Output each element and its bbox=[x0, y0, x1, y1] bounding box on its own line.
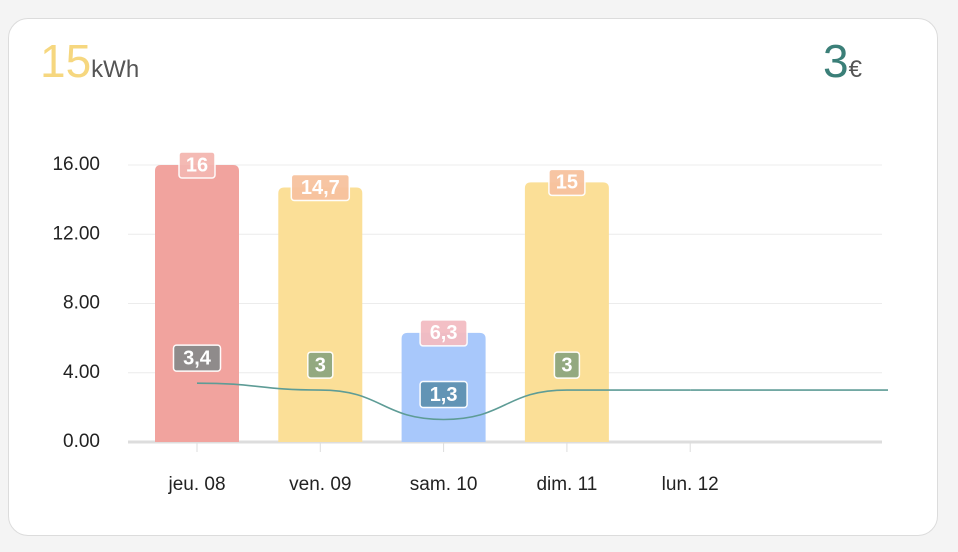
line bbox=[196, 382, 691, 421]
x-tick-label: lun. 12 bbox=[662, 474, 719, 495]
data-label-box bbox=[290, 173, 351, 202]
cost-value: 3 bbox=[823, 35, 849, 87]
y-tick-label: 12.00 bbox=[52, 223, 100, 244]
data-label: 3 bbox=[561, 354, 572, 376]
data-label: 14,7 bbox=[301, 177, 340, 199]
data-label-box bbox=[419, 380, 468, 409]
data-label-box bbox=[178, 151, 216, 179]
cost-total: 3€ bbox=[823, 34, 862, 88]
data-label: 3,4 bbox=[183, 347, 212, 369]
bar bbox=[278, 187, 363, 442]
energy-value: 15 bbox=[40, 35, 92, 87]
y-tick-label: 16.00 bbox=[52, 154, 100, 175]
x-tick-label: ven. 09 bbox=[289, 474, 351, 495]
energy-unit: kWh bbox=[91, 56, 140, 83]
data-label: 6,3 bbox=[430, 322, 458, 344]
data-label-box bbox=[307, 351, 334, 379]
x-tick-label: jeu. 08 bbox=[167, 474, 225, 495]
y-tick-label: 0.00 bbox=[63, 431, 100, 452]
data-label-box bbox=[172, 344, 222, 372]
x-tick-label: dim. 11 bbox=[536, 474, 597, 495]
cost-unit: € bbox=[848, 56, 862, 83]
bar bbox=[155, 165, 239, 442]
data-label-box bbox=[548, 168, 586, 197]
data-label: 16 bbox=[186, 154, 208, 176]
data-label: 15 bbox=[556, 172, 578, 194]
data-label: 3 bbox=[315, 354, 326, 376]
energy-total: 15kWh bbox=[40, 34, 139, 88]
y-tick-label: 4.00 bbox=[63, 362, 100, 383]
data-label-box bbox=[553, 351, 581, 379]
x-tick-label: sam. 10 bbox=[410, 474, 478, 495]
data-label-box bbox=[419, 319, 468, 347]
bar bbox=[524, 182, 609, 442]
data-label: 1,3 bbox=[430, 384, 458, 406]
y-tick-label: 8.00 bbox=[63, 293, 100, 314]
